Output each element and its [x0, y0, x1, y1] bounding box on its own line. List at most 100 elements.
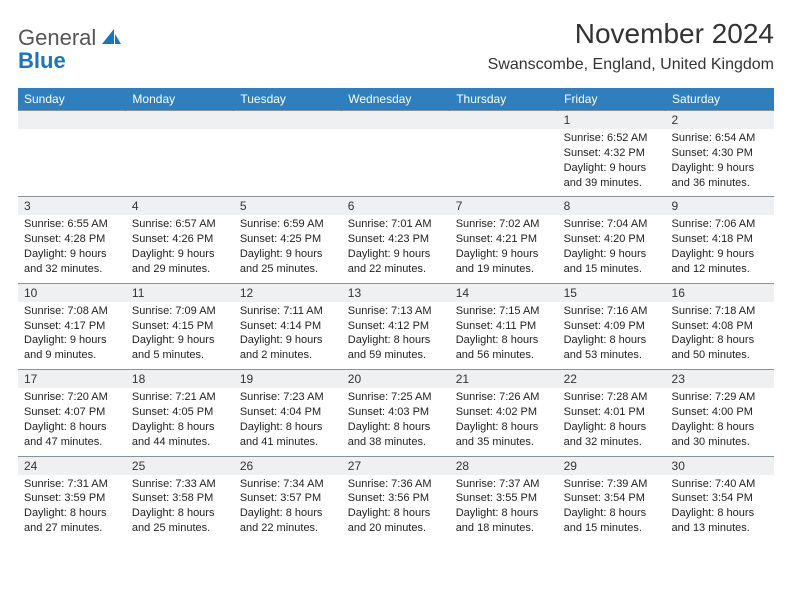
daylight-line: Daylight: 9 hours and 12 minutes.: [672, 247, 770, 277]
brand-logo: General Blue: [18, 18, 123, 73]
daylight-line: Daylight: 8 hours and 22 minutes.: [240, 506, 338, 536]
weekday-header-row: SundayMondayTuesdayWednesdayThursdayFrid…: [18, 88, 774, 111]
sunset-line: Sunset: 4:21 PM: [456, 232, 554, 247]
day-info-cell: Sunrise: 7:33 AMSunset: 3:58 PMDaylight:…: [126, 475, 234, 542]
daylight-line: Daylight: 8 hours and 18 minutes.: [456, 506, 554, 536]
sunrise-line: Sunrise: 7:01 AM: [348, 217, 446, 232]
sunrise-line: Sunrise: 7:37 AM: [456, 477, 554, 492]
sunrise-line: Sunrise: 6:57 AM: [132, 217, 230, 232]
daylight-line: Daylight: 8 hours and 59 minutes.: [348, 333, 446, 363]
sunset-line: Sunset: 4:14 PM: [240, 319, 338, 334]
daylight-line: Daylight: 9 hours and 15 minutes.: [564, 247, 662, 277]
day-number-cell: 24: [18, 456, 126, 475]
day-info-cell: Sunrise: 7:13 AMSunset: 4:12 PMDaylight:…: [342, 302, 450, 370]
calendar-page: General Blue November 2024 Swanscombe, E…: [0, 0, 792, 542]
day-info-cell: Sunrise: 7:02 AMSunset: 4:21 PMDaylight:…: [450, 215, 558, 283]
day-info-cell: Sunrise: 7:36 AMSunset: 3:56 PMDaylight:…: [342, 475, 450, 542]
weekday-header: Thursday: [450, 88, 558, 111]
sunset-line: Sunset: 3:54 PM: [564, 491, 662, 506]
sunset-line: Sunset: 4:00 PM: [672, 405, 770, 420]
day-info-cell: Sunrise: 7:04 AMSunset: 4:20 PMDaylight:…: [558, 215, 666, 283]
brand-word-2: Blue: [18, 48, 66, 73]
sunrise-line: Sunrise: 7:18 AM: [672, 304, 770, 319]
day-info-cell: Sunrise: 7:11 AMSunset: 4:14 PMDaylight:…: [234, 302, 342, 370]
day-info-cell: Sunrise: 7:20 AMSunset: 4:07 PMDaylight:…: [18, 388, 126, 456]
day-number-cell: 9: [666, 197, 774, 216]
title-block: November 2024 Swanscombe, England, Unite…: [488, 18, 774, 74]
day-number-cell: 20: [342, 370, 450, 389]
weekday-header: Tuesday: [234, 88, 342, 111]
day-info-cell: Sunrise: 7:25 AMSunset: 4:03 PMDaylight:…: [342, 388, 450, 456]
weekday-header: Saturday: [666, 88, 774, 111]
daylight-line: Daylight: 9 hours and 19 minutes.: [456, 247, 554, 277]
day-number-cell: [450, 111, 558, 130]
sunset-line: Sunset: 3:58 PM: [132, 491, 230, 506]
day-info-cell: Sunrise: 7:01 AMSunset: 4:23 PMDaylight:…: [342, 215, 450, 283]
day-number-cell: 16: [666, 283, 774, 302]
day-number-cell: 23: [666, 370, 774, 389]
day-number-cell: 1: [558, 111, 666, 130]
day-info-cell: Sunrise: 7:09 AMSunset: 4:15 PMDaylight:…: [126, 302, 234, 370]
sunrise-line: Sunrise: 7:11 AM: [240, 304, 338, 319]
sunset-line: Sunset: 3:54 PM: [672, 491, 770, 506]
calendar-table: SundayMondayTuesdayWednesdayThursdayFrid…: [18, 88, 774, 542]
day-number-cell: 5: [234, 197, 342, 216]
day-number-cell: [342, 111, 450, 130]
sunset-line: Sunset: 4:28 PM: [24, 232, 122, 247]
sunset-line: Sunset: 4:03 PM: [348, 405, 446, 420]
daylight-line: Daylight: 8 hours and 41 minutes.: [240, 420, 338, 450]
day-number-cell: 14: [450, 283, 558, 302]
sunset-line: Sunset: 4:23 PM: [348, 232, 446, 247]
day-info-cell: Sunrise: 6:55 AMSunset: 4:28 PMDaylight:…: [18, 215, 126, 283]
sunset-line: Sunset: 4:07 PM: [24, 405, 122, 420]
day-info-cell: Sunrise: 7:26 AMSunset: 4:02 PMDaylight:…: [450, 388, 558, 456]
sunset-line: Sunset: 4:15 PM: [132, 319, 230, 334]
sunset-line: Sunset: 4:18 PM: [672, 232, 770, 247]
sunrise-line: Sunrise: 7:23 AM: [240, 390, 338, 405]
daylight-line: Daylight: 9 hours and 9 minutes.: [24, 333, 122, 363]
day-number-cell: 22: [558, 370, 666, 389]
day-number-cell: 25: [126, 456, 234, 475]
month-title: November 2024: [488, 18, 774, 50]
daylight-line: Daylight: 8 hours and 50 minutes.: [672, 333, 770, 363]
sunrise-line: Sunrise: 7:28 AM: [564, 390, 662, 405]
sunset-line: Sunset: 4:02 PM: [456, 405, 554, 420]
day-info-cell: Sunrise: 6:59 AMSunset: 4:25 PMDaylight:…: [234, 215, 342, 283]
daylight-line: Daylight: 9 hours and 36 minutes.: [672, 161, 770, 191]
day-number-cell: 7: [450, 197, 558, 216]
day-info-cell: [18, 129, 126, 197]
day-info-cell: Sunrise: 7:31 AMSunset: 3:59 PMDaylight:…: [18, 475, 126, 542]
day-number-cell: 4: [126, 197, 234, 216]
sunrise-line: Sunrise: 6:52 AM: [564, 131, 662, 146]
sunrise-line: Sunrise: 7:25 AM: [348, 390, 446, 405]
day-number-cell: 19: [234, 370, 342, 389]
sunrise-line: Sunrise: 7:20 AM: [24, 390, 122, 405]
daylight-line: Daylight: 8 hours and 38 minutes.: [348, 420, 446, 450]
sunrise-line: Sunrise: 6:59 AM: [240, 217, 338, 232]
daylight-line: Daylight: 8 hours and 25 minutes.: [132, 506, 230, 536]
day-number-cell: 27: [342, 456, 450, 475]
day-info-cell: [450, 129, 558, 197]
day-info-cell: Sunrise: 7:15 AMSunset: 4:11 PMDaylight:…: [450, 302, 558, 370]
day-number-cell: 15: [558, 283, 666, 302]
daylight-line: Daylight: 9 hours and 5 minutes.: [132, 333, 230, 363]
sail-icon: [101, 28, 123, 51]
sunrise-line: Sunrise: 7:08 AM: [24, 304, 122, 319]
daylight-line: Daylight: 8 hours and 35 minutes.: [456, 420, 554, 450]
day-info-cell: Sunrise: 7:37 AMSunset: 3:55 PMDaylight:…: [450, 475, 558, 542]
day-info-cell: Sunrise: 7:40 AMSunset: 3:54 PMDaylight:…: [666, 475, 774, 542]
location-text: Swanscombe, England, United Kingdom: [488, 56, 774, 74]
day-info-cell: Sunrise: 7:39 AMSunset: 3:54 PMDaylight:…: [558, 475, 666, 542]
sunset-line: Sunset: 3:55 PM: [456, 491, 554, 506]
day-number-cell: [18, 111, 126, 130]
daylight-line: Daylight: 8 hours and 56 minutes.: [456, 333, 554, 363]
weekday-header: Sunday: [18, 88, 126, 111]
day-number-cell: 3: [18, 197, 126, 216]
daylight-line: Daylight: 8 hours and 27 minutes.: [24, 506, 122, 536]
daylight-line: Daylight: 9 hours and 29 minutes.: [132, 247, 230, 277]
sunrise-line: Sunrise: 7:21 AM: [132, 390, 230, 405]
weekday-header: Monday: [126, 88, 234, 111]
header: General Blue November 2024 Swanscombe, E…: [18, 18, 774, 74]
day-info-cell: Sunrise: 7:16 AMSunset: 4:09 PMDaylight:…: [558, 302, 666, 370]
sunset-line: Sunset: 4:32 PM: [564, 146, 662, 161]
